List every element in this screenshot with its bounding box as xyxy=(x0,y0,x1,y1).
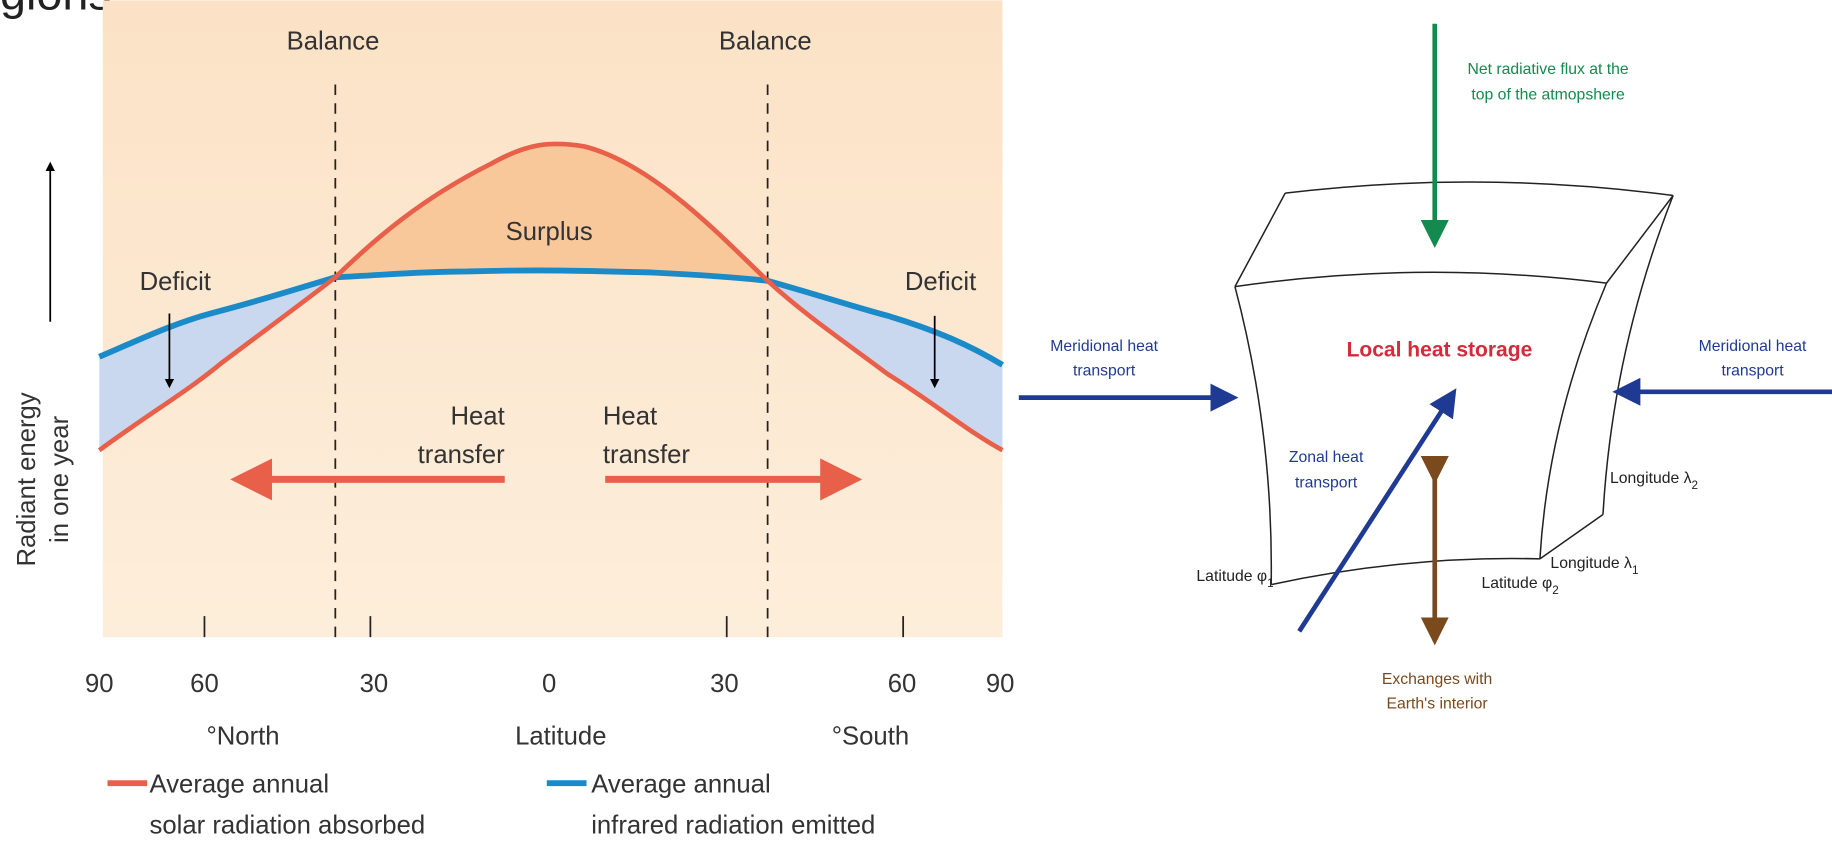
heat-transfer-label: Heat xyxy=(603,403,657,431)
meridional-label: transport xyxy=(1721,362,1784,379)
header-text: gions xyxy=(0,0,112,20)
heat-transfer-label: Heat xyxy=(450,403,504,431)
balance-label: Balance xyxy=(287,27,380,55)
legend-label: solar radiation absorbed xyxy=(150,811,426,839)
x-tick-label: 90 xyxy=(85,670,114,698)
label-text: Latitude φ xyxy=(1196,568,1267,585)
box-edge xyxy=(1234,271,1607,288)
zonal-label: Zonal heat xyxy=(1289,449,1364,466)
x-ticks xyxy=(203,616,905,638)
deficit-label: Deficit xyxy=(905,268,976,296)
label-subscript: 2 xyxy=(1552,584,1559,597)
box-edge xyxy=(1539,282,1608,559)
label-subscript: 1 xyxy=(1267,577,1274,590)
balance-label: Balance xyxy=(719,27,812,55)
heat-transfer-label: transfer xyxy=(418,441,506,469)
meridional-label: transport xyxy=(1073,362,1136,379)
flux-label: top of the atmopshere xyxy=(1471,87,1625,104)
longitude-label: Longitude λ2 xyxy=(1610,470,1698,492)
label-text: Longitude λ xyxy=(1550,555,1632,572)
latitude-label: Latitude φ1 xyxy=(1196,568,1273,590)
box-edge xyxy=(1234,192,1286,287)
interior-label: Exchanges with xyxy=(1382,671,1492,688)
x-label: °North xyxy=(206,723,279,751)
interior-label: Earth's interior xyxy=(1387,695,1488,712)
box-edge xyxy=(1285,181,1674,197)
center-label: Local heat storage xyxy=(1347,339,1533,362)
x-tick-label: 60 xyxy=(190,670,219,698)
deficit-area xyxy=(767,280,1003,451)
x-tick-label: 30 xyxy=(360,670,389,698)
latitude-label: Latitude φ2 xyxy=(1481,575,1558,597)
zonal-arrow xyxy=(1297,388,1457,633)
box-edge xyxy=(1602,195,1674,515)
x-tick-label: 0 xyxy=(542,670,556,698)
infrared-curve xyxy=(98,267,1004,368)
label-subscript: 2 xyxy=(1692,479,1699,492)
zonal-label: transport xyxy=(1295,475,1358,492)
meridional-label: Meridional heat xyxy=(1699,338,1807,355)
box-edge xyxy=(1271,557,1540,586)
legend-label: infrared radiation emitted xyxy=(591,811,875,839)
surplus-area xyxy=(99,143,768,451)
x-label: °South xyxy=(832,723,909,751)
heat-transfer-label: transfer xyxy=(603,441,691,469)
flux-label: Net radiative flux at the xyxy=(1467,61,1628,78)
legend-label: Average annual xyxy=(591,771,771,799)
label-subscript: 1 xyxy=(1632,564,1639,577)
longitude-label: Longitude λ1 xyxy=(1550,555,1638,577)
box-edge xyxy=(1234,286,1273,585)
x-tick-label: 60 xyxy=(888,670,917,698)
x-tick-label: 30 xyxy=(710,670,739,698)
right-figure: Net radiative flux at the top of the atm… xyxy=(1018,23,1832,712)
label-text: Longitude λ xyxy=(1610,470,1692,487)
surplus-label: Surplus xyxy=(506,218,593,246)
box-edge xyxy=(1539,513,1604,560)
left-figure: Balance Balance Surplus Deficit Deficit … xyxy=(13,0,1014,839)
x-label: Latitude xyxy=(515,723,606,751)
label-text: Latitude φ xyxy=(1481,575,1552,592)
box-edge xyxy=(1605,195,1674,284)
legend-label: Average annual xyxy=(150,771,329,799)
deficit-label: Deficit xyxy=(140,268,211,296)
y-axis-label: in one year xyxy=(46,415,74,543)
x-tick-label: 90 xyxy=(986,670,1015,698)
meridional-label: Meridional heat xyxy=(1050,338,1158,355)
y-axis-label: Radiant energy xyxy=(13,392,41,566)
solar-curve xyxy=(97,141,1004,453)
box xyxy=(1234,181,1674,586)
